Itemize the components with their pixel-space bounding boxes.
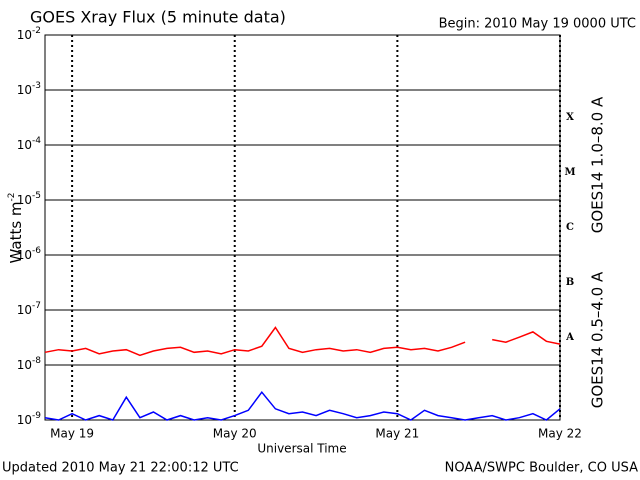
chart-subtitle: Begin: 2010 May 19 0000 UTC [439, 17, 636, 32]
x-tick-label: May 19 [50, 427, 94, 441]
chart-title: GOES Xray Flux (5 minute data) [30, 8, 286, 27]
y-tick-label: 10-8 [17, 356, 42, 372]
footer-left: Updated 2010 May 21 22:00:12 UTC [2, 461, 239, 476]
series-line [44, 390, 561, 421]
y-tick-label: 10-9 [17, 411, 42, 427]
y-tick-label: 10-4 [17, 136, 42, 152]
flare-class-label: M [564, 167, 575, 178]
y-tick-label: 10-7 [17, 301, 41, 317]
x-tick-label: May 21 [375, 427, 419, 441]
y-axis-label: Watts m-2 [7, 192, 25, 263]
x-tick-label: May 20 [213, 427, 257, 441]
y-tick-label: 10-3 [17, 81, 41, 97]
series-line [44, 326, 561, 357]
flare-class-label: X [566, 112, 574, 123]
flare-class-label: A [565, 332, 574, 343]
x-tick-label: May 22 [538, 427, 582, 441]
y-tick-label: 10-5 [17, 191, 41, 207]
x-axis-label: Universal Time [257, 442, 346, 456]
y-tick-label: 10-2 [17, 26, 41, 42]
y-tick-label: 10-6 [17, 246, 42, 262]
footer-right: NOAA/SWPC Boulder, CO USA [445, 461, 638, 476]
flare-class-label: C [566, 222, 574, 233]
legend-entry: GOES14 1.0–8.0 A [589, 96, 607, 233]
flare-class-label: B [566, 277, 574, 288]
legend-entry: GOES14 0.5–4.0 A [589, 271, 607, 408]
plot-frame [44, 34, 561, 421]
